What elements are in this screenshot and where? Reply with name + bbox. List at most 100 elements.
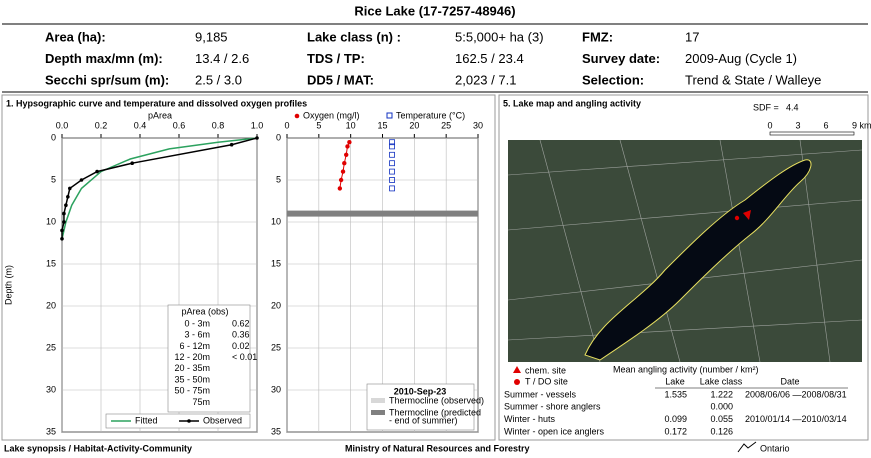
map-legend-label: T / DO site [525,376,568,386]
activity-value: 0.126 [710,426,733,436]
x-tick-label: 0.8 [212,120,225,130]
scale-label: 9 km [852,120,871,130]
observed-point [64,203,68,207]
activity-value: 0.099 [664,414,687,424]
y-tick-label: 5 [51,174,56,184]
map [508,140,862,362]
observed-point [62,212,66,216]
x-tick-label: 0 [284,120,289,130]
info-label: Selection: [582,72,644,87]
range: 3 - 6m [184,330,210,340]
info-value: 9,185 [195,29,228,44]
legend-swatch [371,398,385,403]
range: 20 - 35m [174,363,210,373]
info-label: FMZ: [582,29,613,44]
activity-value: 0.000 [710,402,733,412]
y-tick-label: 15 [271,258,281,268]
info-label: DD5 / MAT: [307,72,374,87]
x-tick-label: 25 [441,120,451,130]
oxygen-point [338,186,342,190]
observed-point [62,220,66,224]
observed-point [255,136,259,140]
x-tick-label: 20 [409,120,419,130]
legend-swatch [371,410,385,415]
y-tick-label: 10 [46,216,56,226]
x-tick-label: 5 [316,120,321,130]
activity-title: Mean angling activity (number / km²) [613,364,759,374]
x-tick-label: 0.0 [56,120,69,130]
x-tick-label: 0.4 [134,120,147,130]
y-tick-label: 35 [46,426,56,436]
footer-left: Lake synopsis / Habitat-Activity-Communi… [4,443,192,453]
legend-label: - end of summer) [389,415,458,425]
info-label: Survey date: [582,51,660,66]
oxygen-point [347,140,351,144]
info-value: 5:5,000+ ha (3) [455,29,544,44]
observed-point [80,178,84,182]
y-tick-label: 25 [46,342,56,352]
table-title: pArea (obs) [181,306,228,316]
legend-swatch [187,419,191,423]
sdf-label: SDF = [753,102,779,112]
footer-center: Ministry of Natural Resources and Forest… [345,443,530,453]
info-value: 2.5 / 3.0 [195,72,242,87]
parea-value: 0.36 [232,330,250,340]
oxygen-point [342,161,346,165]
info-value: 17 [685,29,699,44]
tdo-site-symbol [514,379,520,385]
info-label: Area (ha): [45,29,106,44]
x-tick-label: 1.0 [251,120,264,130]
range: 50 - 75m [174,386,210,396]
range: 12 - 20m [174,352,210,362]
scale-label: 6 [823,120,828,130]
activity-label: Summer - vessels [504,389,577,399]
y-tick-label: 25 [271,342,281,352]
column-header: Date [780,376,799,386]
scale-bar [770,132,854,135]
footer-logo: Ontario [760,443,790,453]
y-tick-label: 0 [51,132,56,142]
x-tick-label: 0.6 [173,120,186,130]
activity-value: 0.172 [664,426,687,436]
range: 0 - 3m [184,318,210,328]
range: 75m [192,397,210,407]
y-tick-label: 30 [46,384,56,394]
x-tick-label: 15 [377,120,387,130]
thermocline-predicted [287,211,478,217]
oxygen-point [344,153,348,157]
legend-label: Oxygen (mg/l) [303,110,360,120]
observed-point [68,187,72,191]
y-tick-label: 35 [271,426,281,436]
parea-value: 0.62 [232,318,250,328]
observed-point [130,161,134,165]
y-tick-label: 15 [46,258,56,268]
x-tick-label: 0.2 [95,120,108,130]
y-tick-label: 0 [276,132,281,142]
range: 35 - 50m [174,374,210,384]
sdf-value: 4.4 [786,102,799,112]
oxygen-point [341,169,345,173]
observed-point [66,195,70,199]
observed-point [60,229,64,233]
activity-value: 2010/01/14 —2010/03/14 [745,414,847,424]
x-axis-label: pArea [148,110,172,120]
info-label: Lake class (n) : [307,29,401,44]
range: 6 - 12m [179,341,210,351]
column-header: Lake class [700,376,743,386]
observed-point [95,170,99,174]
legend-label: Temperature (°C) [396,110,465,120]
scale-label: 0 [767,120,772,130]
legend-label: Observed [203,415,242,425]
activity-label: Winter - open ice anglers [504,426,605,436]
scale-label: 3 [795,120,800,130]
y-tick-label: 30 [271,384,281,394]
legend-label: Thermocline (observed) [389,395,484,405]
activity-value: 2008/06/06 —2008/08/31 [745,389,847,399]
page: Rice Lake (17-7257-48946)Area (ha):9,185… [0,0,871,458]
x-tick-label: 30 [473,120,483,130]
y-axis-label: Depth (m) [3,265,13,305]
panel-title: 5. Lake map and angling activity [503,98,641,108]
panel-title: 1. Hypsographic curve and temperature an… [6,98,307,108]
info-value: 13.4 / 2.6 [195,51,249,66]
y-tick-label: 20 [271,300,281,310]
